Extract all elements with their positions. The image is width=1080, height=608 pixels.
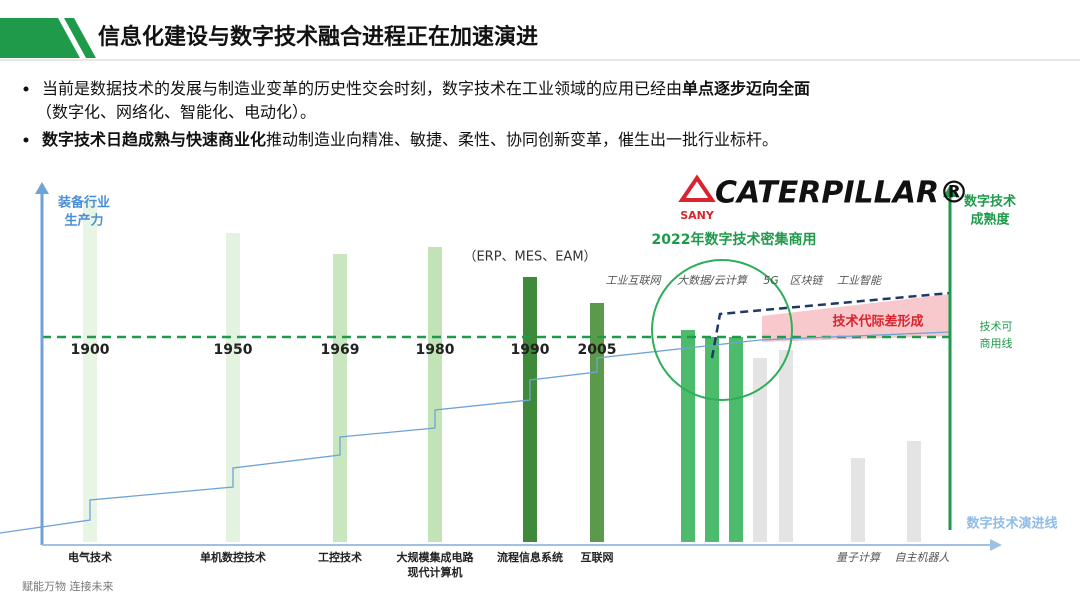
- bullet: （数字化、网络化、智能化、电动化）。: [36, 103, 316, 122]
- bar: [907, 441, 921, 542]
- note: （ERP、MES、EAM）: [463, 250, 596, 265]
- bar: [523, 277, 537, 542]
- highlight-circle: [651, 259, 793, 401]
- bar: [705, 337, 719, 542]
- bullet: 数字技术日趋成熟与快速商业化推动制造业向精准、敏捷、柔性、协同创新变革，催生出一…: [42, 130, 778, 149]
- tech-label: 工业智能: [837, 274, 883, 287]
- future-label: 自主机器人: [895, 551, 950, 564]
- title: 信息化建设与数字技术融合进程正在加速演进: [98, 24, 538, 50]
- brand: CATERPILLAR®: [715, 176, 969, 211]
- year: 1990: [511, 342, 550, 358]
- bar: [851, 458, 865, 542]
- arrow: [943, 185, 957, 197]
- bullet: 当前是数据技术的发展与制造业变革的历史性交会时刻，数字技术在工业领域的应用已经由…: [42, 79, 810, 98]
- axis-label: 生产力: [64, 213, 103, 229]
- brand: SANY: [680, 209, 715, 222]
- axis-label: 装备行业: [57, 195, 110, 211]
- gap-area: [762, 294, 950, 342]
- gap-label: 技术代际差形成: [832, 314, 923, 330]
- bar: [333, 254, 347, 542]
- milestone-label: 互联网: [581, 550, 614, 564]
- tech-label: 5G: [763, 274, 779, 287]
- footer: 赋能万物 连接未来: [22, 579, 114, 593]
- sany-logo: [678, 174, 716, 202]
- header-shape: [64, 18, 96, 58]
- year: 1900: [71, 342, 110, 358]
- arrow: [990, 539, 1002, 551]
- bullet-dot: [23, 137, 29, 143]
- milestone-label: 流程信息系统: [497, 550, 563, 564]
- year: 1950: [214, 342, 253, 358]
- axis-label: 成熟度: [970, 212, 1010, 228]
- tech-label: 大数据/云计算: [677, 274, 749, 287]
- threshold-label: 商用线: [980, 336, 1013, 350]
- milestone-label: 单机数控技术: [200, 550, 266, 564]
- milestone-label: 大规模集成电路: [397, 550, 475, 564]
- bar: [83, 200, 97, 542]
- year: 1969: [321, 342, 360, 358]
- tech-label: 工业互联网: [606, 274, 663, 287]
- year: 1980: [416, 342, 455, 358]
- bar: [428, 247, 442, 542]
- milestone-label: 现代计算机: [408, 565, 463, 579]
- evolution-label: 数字技术演进线: [966, 516, 1057, 532]
- milestone-label: 电气技术: [68, 550, 112, 564]
- future-label: 量子计算: [836, 551, 882, 564]
- year: 2005: [578, 342, 617, 358]
- highlight-label: 2022年数字技术密集商用: [652, 231, 817, 248]
- evolution-line: [0, 331, 951, 534]
- bar: [590, 303, 604, 542]
- bar: [753, 358, 767, 542]
- arrow: [35, 182, 49, 194]
- threshold-label: 技术可: [980, 320, 1013, 333]
- bar: [226, 233, 240, 542]
- bar: [779, 350, 793, 542]
- bullet-dot: [23, 86, 29, 92]
- tech-label: 区块链: [790, 274, 825, 287]
- axis-label: 数字技术: [964, 194, 1016, 210]
- bar: [681, 330, 695, 542]
- trend-line: [710, 291, 951, 359]
- header-shape: [0, 18, 80, 58]
- milestone-label: 工控技术: [318, 550, 362, 564]
- bar: [729, 337, 743, 542]
